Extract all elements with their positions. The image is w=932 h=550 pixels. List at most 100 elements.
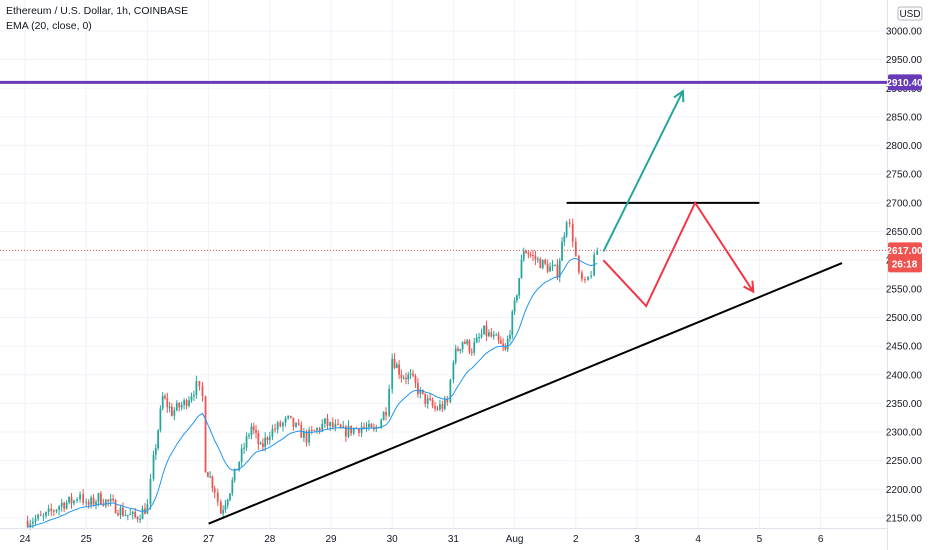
candle-body	[577, 255, 580, 273]
candle-body	[264, 437, 267, 447]
candle-body	[238, 461, 241, 471]
candle-body	[157, 430, 160, 449]
candle-body	[502, 343, 505, 347]
time-tick-label: 29	[325, 534, 337, 545]
candle-body	[70, 496, 73, 504]
candle-body	[527, 253, 530, 255]
candle-body	[76, 499, 78, 501]
candle-body	[385, 411, 387, 416]
candle-body	[250, 426, 253, 436]
candle-body	[45, 512, 47, 516]
candle-body	[257, 432, 260, 445]
candle-body	[363, 426, 365, 428]
time-axis[interactable]: 24 25 26 27 28 29 30 31 Aug 2 3 4 5 6	[0, 528, 887, 546]
time-tick-label: 4	[695, 534, 701, 545]
candle-body	[271, 428, 274, 438]
time-tick-label: 24	[19, 534, 31, 545]
candle-body	[513, 300, 516, 312]
candle-body	[95, 501, 97, 505]
candle-body	[380, 420, 383, 428]
candle-body	[488, 332, 490, 336]
bullish-arrow[interactable]	[602, 90, 684, 253]
candle-body	[495, 334, 498, 336]
price-tick-label: 2700.00	[886, 198, 923, 209]
current-price-tag	[888, 242, 922, 273]
price-axis[interactable]: 3000.002950.002900.002850.002800.002750.…	[886, 0, 932, 550]
candle-body	[331, 422, 334, 428]
candle-body	[429, 398, 432, 400]
candle-body	[287, 415, 290, 419]
candle-body	[452, 362, 455, 380]
candle-body	[490, 332, 493, 337]
candle-body	[316, 428, 318, 431]
candle-body	[31, 521, 34, 524]
candle-body	[79, 494, 81, 500]
candle-body	[574, 241, 577, 256]
candle-body	[139, 519, 141, 521]
candle-body	[461, 341, 464, 350]
candle-body	[568, 222, 571, 224]
candle-body	[400, 374, 403, 378]
ema-indicator-label[interactable]: EMA (20, close, 0)	[6, 20, 92, 32]
candle-body	[92, 497, 95, 505]
candle-body	[497, 334, 500, 341]
time-tick-label: 27	[203, 534, 215, 545]
candle-body	[124, 515, 127, 517]
candle-body	[417, 382, 419, 394]
candle-body	[213, 488, 216, 493]
price-tick-label: 2250.00	[886, 456, 923, 467]
candle-body	[190, 396, 193, 401]
candle-body	[216, 492, 219, 502]
candle-body	[347, 425, 350, 437]
candle-body	[449, 379, 452, 403]
candle-body	[326, 418, 329, 426]
candle-body	[224, 505, 227, 510]
candle-body	[47, 508, 50, 513]
candle-body	[268, 437, 271, 441]
candle-body	[581, 272, 583, 280]
candle-body	[42, 515, 45, 517]
candle-body	[129, 513, 132, 515]
candle-body	[211, 476, 214, 489]
candle-body	[454, 348, 457, 363]
candle-body	[229, 493, 231, 500]
candle-body	[473, 342, 476, 353]
candle-body	[525, 251, 527, 254]
candle-body	[65, 502, 68, 509]
candle-body	[292, 417, 295, 427]
candle-body	[310, 430, 313, 432]
candle-body	[546, 263, 549, 272]
candle-body	[549, 266, 551, 272]
candle-body	[282, 422, 284, 427]
candle-body	[360, 426, 363, 433]
candle-body	[104, 499, 107, 506]
candle-body	[60, 502, 63, 507]
candle-body	[434, 406, 436, 409]
currency-box[interactable]	[897, 6, 923, 21]
candle-body	[518, 278, 521, 296]
candle-body	[175, 402, 178, 411]
drawing-annotations[interactable]	[208, 89, 843, 525]
candle-body	[398, 364, 400, 375]
bullish-arrow-head[interactable]	[673, 89, 685, 103]
support-trendline[interactable]	[208, 262, 843, 525]
currency-label[interactable]: USD	[899, 9, 920, 20]
candle-body	[466, 340, 469, 344]
candle-body	[178, 402, 181, 408]
bearish-zigzag-path[interactable]	[602, 200, 755, 308]
candle-body	[337, 423, 339, 425]
candle-body	[305, 431, 308, 443]
candle-body	[483, 325, 485, 335]
candle-body	[480, 334, 483, 338]
candle-body	[58, 506, 60, 510]
price-tick-label: 2800.00	[886, 141, 923, 152]
candle-body	[284, 418, 287, 423]
candle-body	[370, 423, 373, 428]
candle-body	[522, 251, 525, 260]
candle-body	[112, 498, 115, 501]
symbol-title[interactable]: Ethereum / U.S. Dollar, 1h, COINBASE	[6, 5, 189, 17]
bearish-arrow-head[interactable]	[743, 280, 755, 294]
candle-body	[358, 428, 360, 433]
candle-body	[344, 426, 347, 437]
